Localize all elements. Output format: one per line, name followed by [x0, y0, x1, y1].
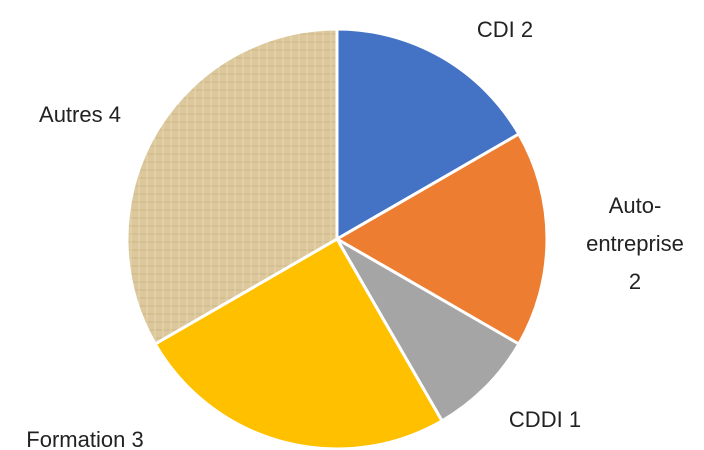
category-label: CDI	[476, 17, 515, 42]
slice-label: Autres 4	[10, 96, 150, 134]
value-label: 3	[131, 427, 144, 450]
pie-slice	[153, 236, 445, 450]
pie-slice	[335, 27, 521, 242]
pie-slice	[334, 131, 549, 347]
category-label: CDDI	[508, 407, 563, 432]
category-label: Formation	[26, 427, 126, 450]
pie-slice	[332, 234, 521, 423]
category-label: Auto-entreprise	[586, 193, 684, 256]
value-label: 1	[568, 407, 582, 432]
slice-label: Auto-entreprise 2	[580, 187, 690, 301]
value-label: 4	[108, 102, 121, 127]
value-label: 2	[628, 269, 642, 294]
slice-label: CDDI 1	[500, 401, 590, 439]
category-label: Autres	[39, 102, 103, 127]
pie-slice	[125, 27, 339, 347]
slice-label: Formation 3	[0, 421, 170, 450]
value-label: 2	[520, 17, 534, 42]
slice-label: CDI 2	[460, 11, 550, 49]
